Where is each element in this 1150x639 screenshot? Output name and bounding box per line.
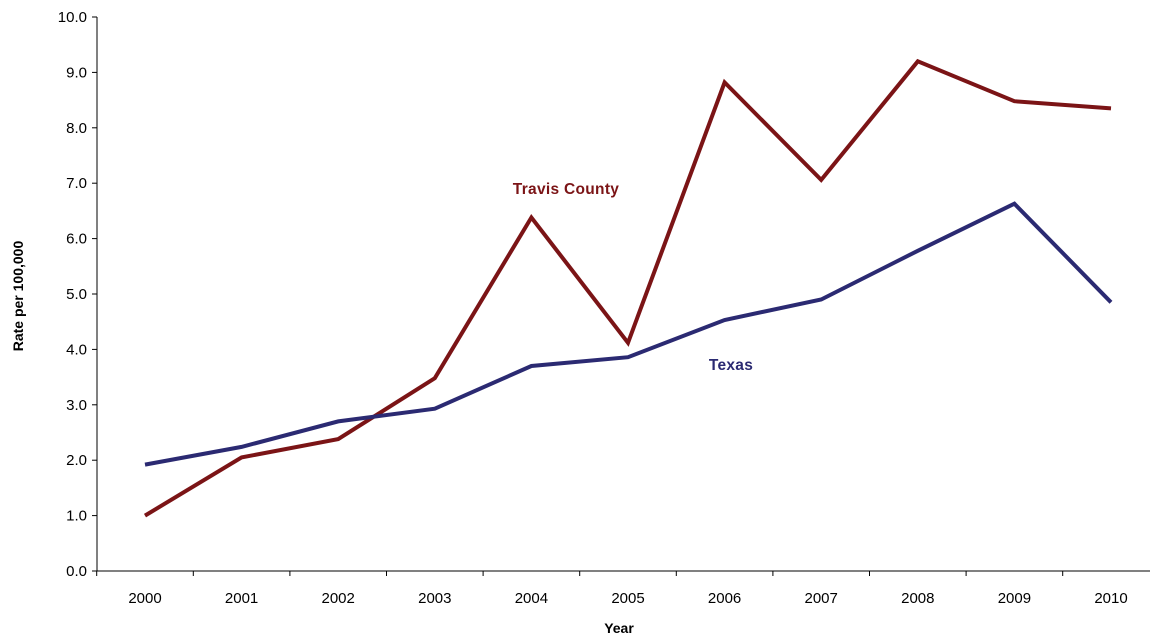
y-axis: 0.0 1.0 2.0 3.0 4.0 5.0 6.0 7.0 8.0 9.0 10.0 [58, 9, 98, 580]
y-tick-label: 3.0 [66, 397, 87, 414]
series-line-travis-county [143, 58, 1112, 518]
x-tick-label: 2008 [901, 590, 934, 607]
y-tick-label: 1.0 [66, 508, 87, 525]
x-tick-label: 2002 [322, 590, 355, 607]
x-tick-label: 2006 [708, 590, 741, 607]
x-tick-label: 2010 [1094, 590, 1127, 607]
y-tick-label: 6.0 [66, 231, 87, 248]
y-tick-label: 7.0 [66, 175, 87, 192]
series-label-layer: Travis County Texas [513, 181, 753, 374]
series-label: Travis County [513, 181, 619, 198]
series-line-texas [144, 201, 1113, 467]
y-tick-label: 2.0 [66, 452, 87, 469]
y-tick-label: 9.0 [66, 64, 87, 81]
x-tick-label: 2007 [805, 590, 838, 607]
y-tick-label: 0.0 [66, 563, 87, 580]
y-tick-label: 4.0 [66, 341, 87, 358]
x-tick-label: 2000 [128, 590, 161, 607]
y-tick-label: 8.0 [66, 120, 87, 137]
y-tick-label: 5.0 [66, 286, 87, 303]
y-tick-label: 10.0 [58, 9, 87, 26]
x-tick-label: 2001 [225, 590, 258, 607]
x-tick-label: 2003 [418, 590, 451, 607]
x-tick-label: 2009 [998, 590, 1031, 607]
x-tick-label: 2005 [611, 590, 644, 607]
x-axis-title: Year [604, 620, 634, 636]
series-layer [143, 58, 1113, 518]
series-label: Texas [709, 357, 753, 374]
x-tick-label: 2004 [515, 590, 548, 607]
y-axis-title: Rate per 100,000 [10, 241, 26, 352]
x-axis: 2000 2001 2002 2003 2004 2005 2006 2007 2008 2009… [96, 570, 1150, 607]
